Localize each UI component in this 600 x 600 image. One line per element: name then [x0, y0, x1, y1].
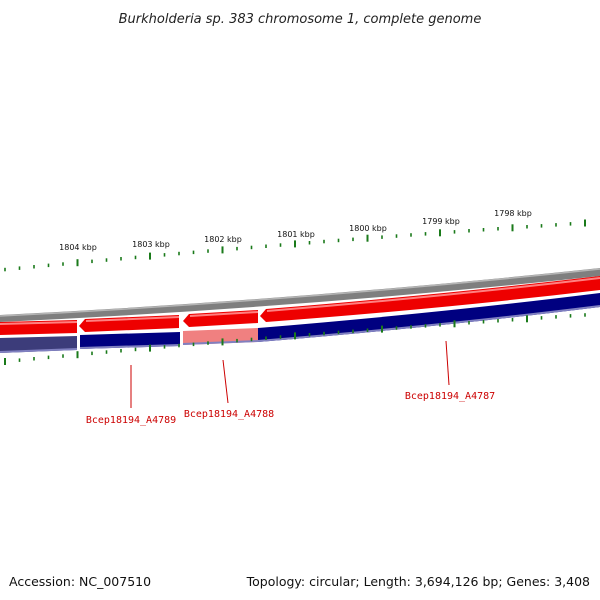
inner-tick-row	[4, 313, 586, 365]
kbp-label-1798: 1798 kbp	[494, 209, 532, 218]
leader-line-a4787	[445, 340, 450, 386]
leader-line-a4788	[222, 359, 229, 404]
kbp-label-1801: 1801 kbp	[277, 230, 315, 239]
kbp-label-1799: 1799 kbp	[422, 217, 460, 226]
forward-strand-highlight	[0, 277, 600, 325]
kbp-labels: 1804 kbp 1803 kbp 1802 kbp 1801 kbp 1800…	[59, 209, 532, 252]
kbp-label-1803: 1803 kbp	[132, 240, 170, 249]
reverse-gene-4	[258, 293, 600, 342]
map-title: Burkholderia sp. 383 chromosome 1, compl…	[119, 12, 482, 27]
gene-label-a4788: Bcep18194_A4788	[184, 409, 274, 420]
gene-label-a4787: Bcep18194_A4787	[405, 391, 495, 402]
gene-label-a4789: Bcep18194_A4789	[86, 415, 176, 426]
forward-gene-3	[183, 310, 258, 327]
topology-text: Topology: circular; Length: 3,694,126 bp…	[246, 574, 590, 589]
reverse-strand	[0, 293, 600, 353]
backbone-highlight	[0, 268, 600, 317]
kbp-label-1804: 1804 kbp	[59, 243, 97, 252]
forward-strand	[0, 276, 600, 335]
kbp-label-1802: 1802 kbp	[204, 235, 242, 244]
gene-leaders	[130, 340, 450, 408]
kbp-label-1800: 1800 kbp	[349, 224, 387, 233]
outer-tick-row	[4, 219, 586, 272]
accession-text: Accession: NC_007510	[9, 574, 152, 589]
reverse-strand-shadow	[0, 305, 600, 353]
backbone-ring	[0, 268, 600, 322]
